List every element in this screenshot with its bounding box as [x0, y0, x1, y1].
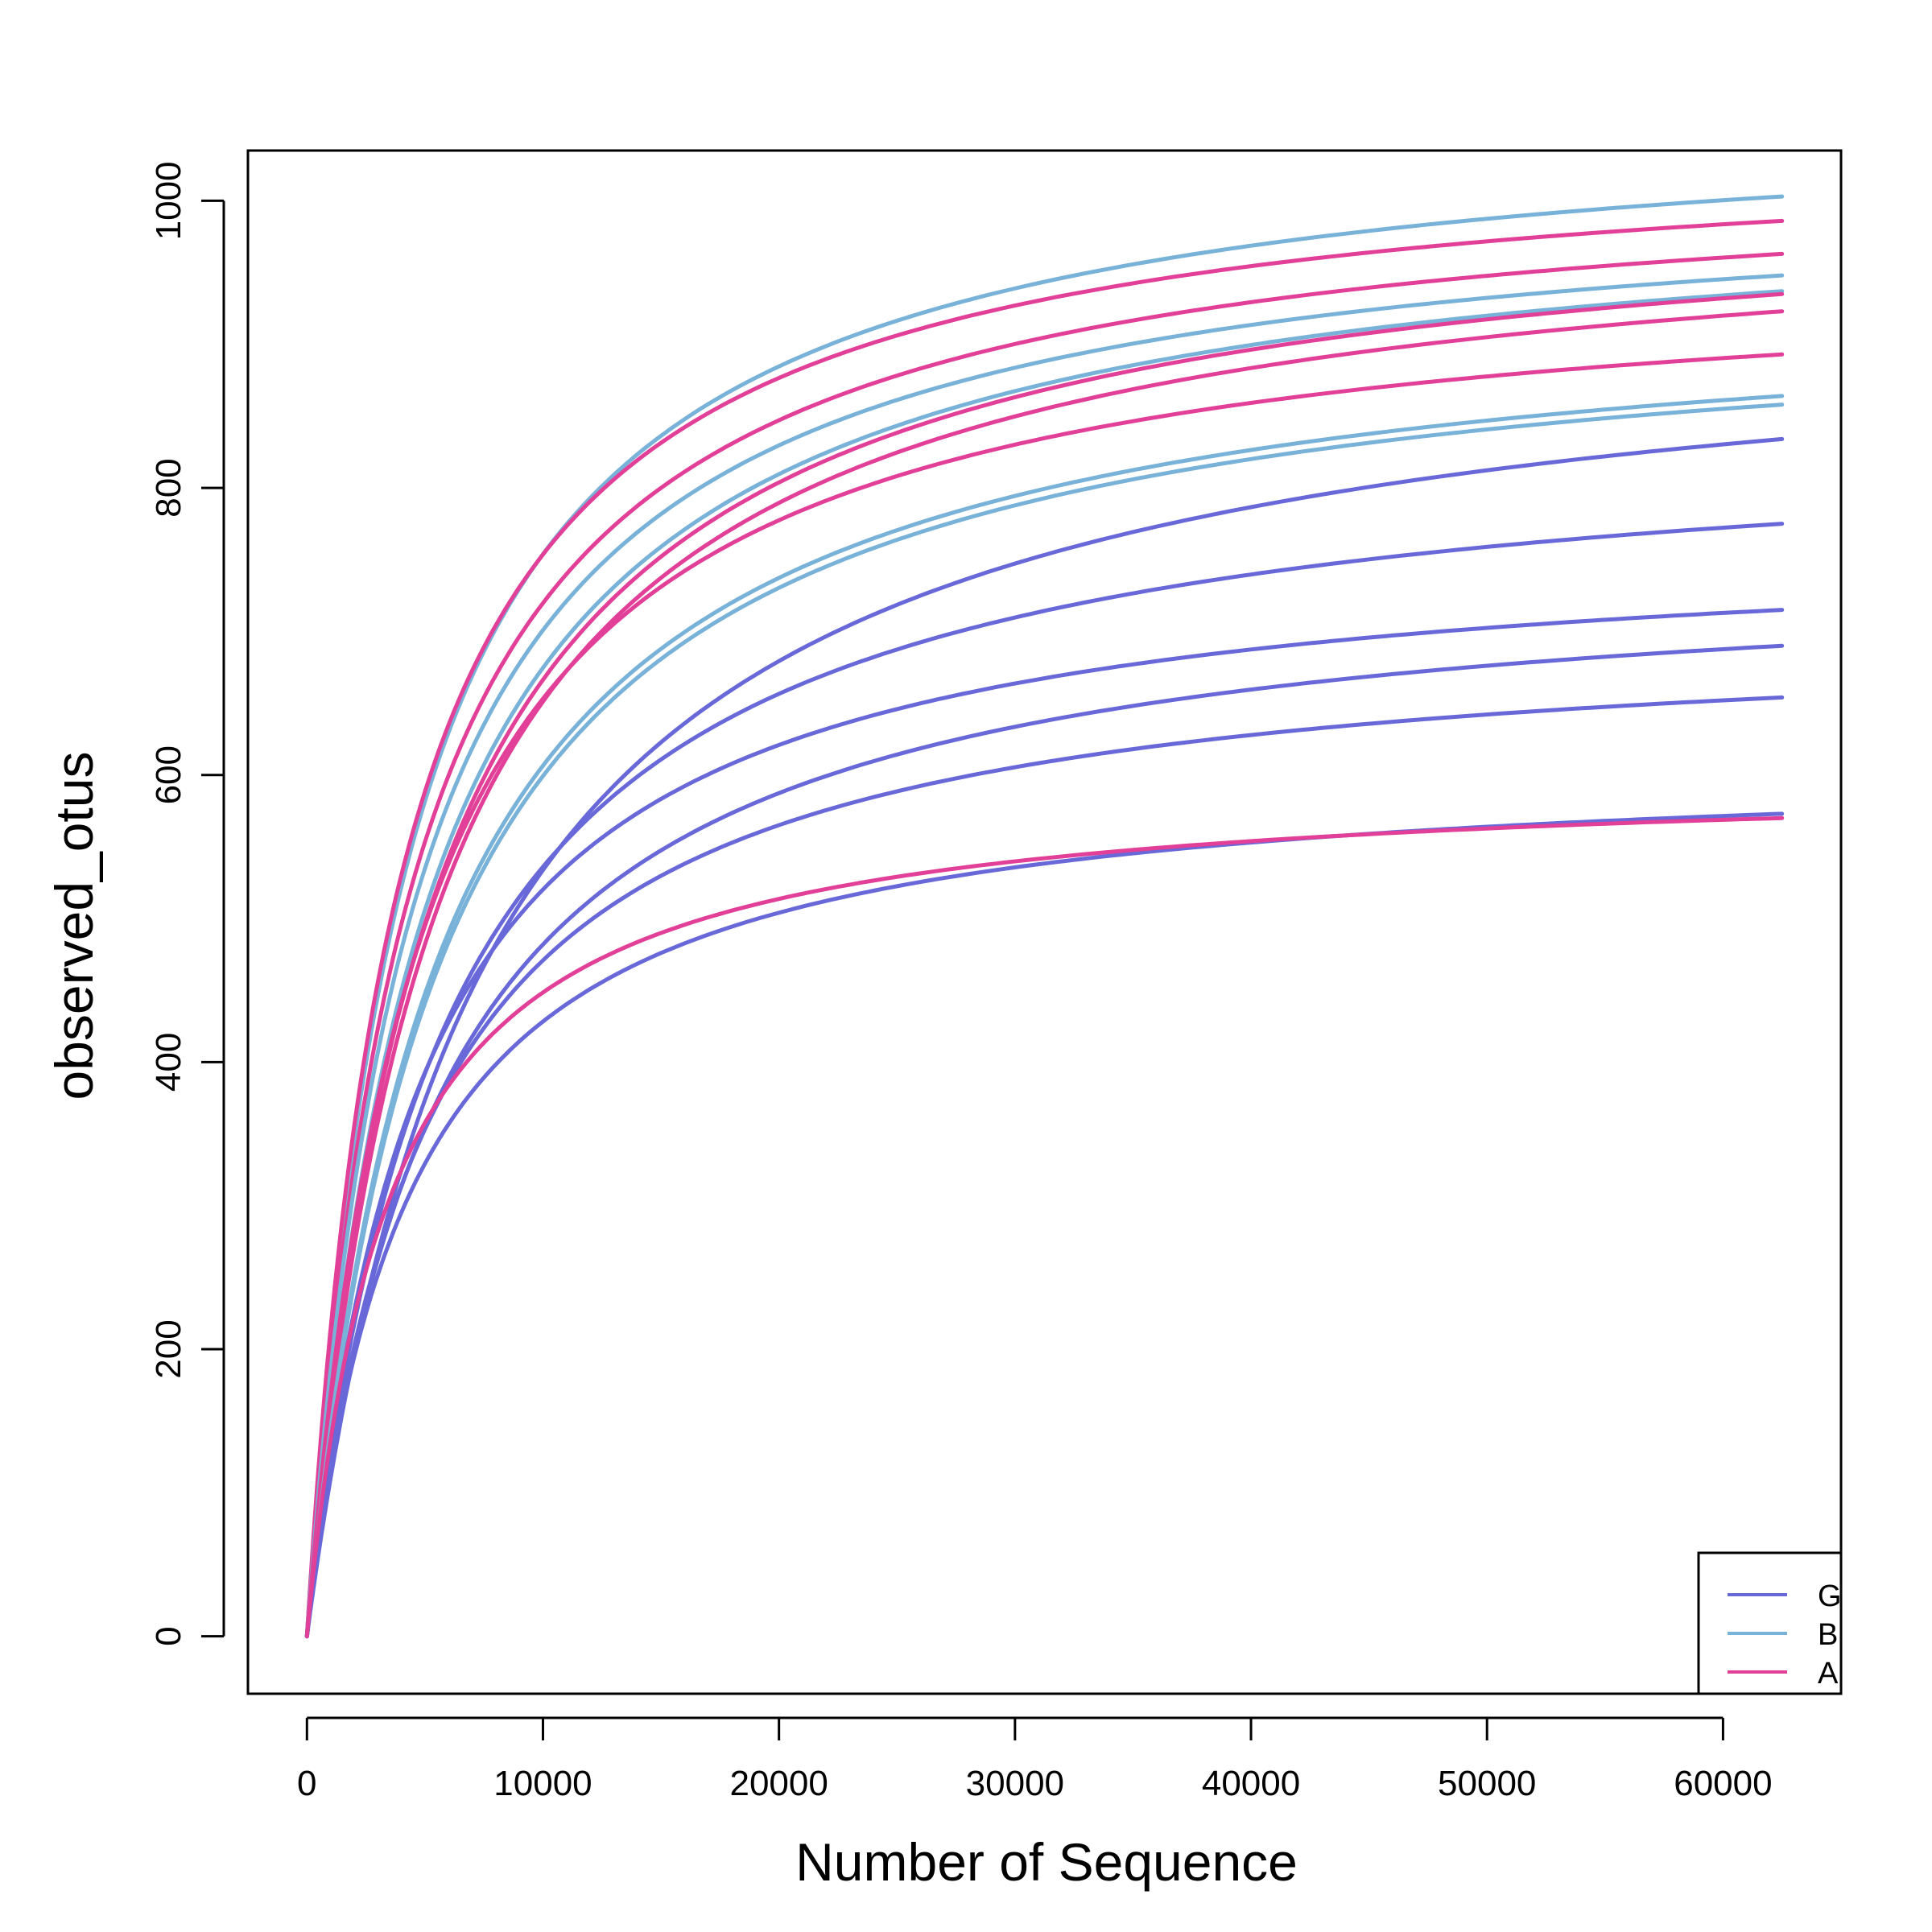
series-line-A-7: [304, 309, 1785, 1639]
x-tick-label: 50000: [1438, 1764, 1536, 1803]
x-axis: 0 10000 20000 30000 40000 50000 60000: [297, 1716, 1773, 1803]
series-line-A-8: [304, 352, 1785, 1639]
plot-frame: [246, 149, 1843, 1695]
series-line-B-10: [304, 402, 1785, 1639]
series-line-A-2: [304, 218, 1785, 1639]
x-tick-label: 40000: [1202, 1764, 1300, 1803]
legend-box: [1697, 1551, 1843, 1695]
legend: GBA: [1697, 1551, 1843, 1695]
x-tick-label: 10000: [493, 1764, 592, 1803]
series-line-A-17: [304, 815, 1785, 1639]
series-line-G-16: [304, 811, 1785, 1639]
series-curves: [304, 194, 1785, 1639]
legend-label-G: G: [1818, 1579, 1842, 1613]
x-tick-label: 0: [297, 1764, 316, 1803]
x-tick-label: 30000: [966, 1764, 1064, 1803]
x-tick-label: 20000: [729, 1764, 828, 1803]
series-line-B-9: [304, 394, 1785, 1639]
y-axis: 0 200 400 600 800 1000: [149, 161, 225, 1646]
y-axis-title: observed_otus: [44, 752, 104, 1100]
series-line-B-5: [304, 289, 1785, 1639]
series-line-B-4: [304, 273, 1785, 1639]
x-tick-label: 60000: [1674, 1764, 1772, 1803]
legend-label-B: B: [1818, 1618, 1838, 1652]
series-line-G-15: [304, 695, 1785, 1639]
y-tick-label: 400: [149, 1033, 188, 1092]
series-line-G-11: [304, 436, 1785, 1639]
series-line-G-12: [304, 522, 1785, 1639]
x-axis-title: Number of Sequence: [795, 1832, 1298, 1892]
y-tick-label: 800: [149, 458, 188, 517]
series-line-A-3: [304, 251, 1785, 1639]
y-tick-label: 600: [149, 745, 188, 804]
series-line-A-6: [304, 291, 1785, 1639]
y-tick-label: 200: [149, 1319, 188, 1378]
y-tick-label: 1000: [149, 161, 188, 240]
legend-label-A: A: [1818, 1657, 1839, 1690]
y-tick-label: 0: [149, 1626, 188, 1645]
